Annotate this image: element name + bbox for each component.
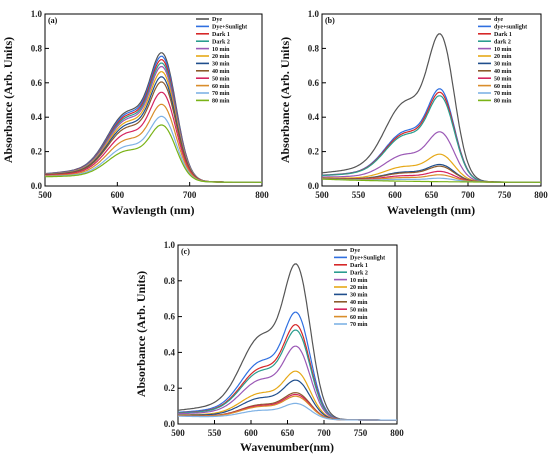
- y-tick-label: 0.0: [164, 419, 176, 429]
- x-tick-label: 500: [171, 428, 185, 438]
- x-tick-label: 700: [317, 428, 331, 438]
- series-line: [178, 329, 397, 421]
- series-line: [322, 178, 541, 183]
- series-line: [45, 124, 262, 183]
- y-tick-label: 0.8: [164, 276, 176, 286]
- y-tick-label: 1.0: [31, 9, 43, 19]
- y-axis-label: Absorbance (Arb. Units): [134, 271, 148, 397]
- legend-entry: 30 min: [212, 62, 230, 68]
- plot-frame: [44, 13, 263, 187]
- y-tick-label: 0.8: [31, 43, 43, 53]
- legend-entry: Dark 1: [494, 32, 512, 38]
- y-tick-label: 0.0: [31, 181, 43, 191]
- legend-entry: 20 min: [212, 54, 230, 60]
- y-tick-label: 0.6: [164, 312, 176, 322]
- x-axis-label: Wavlength (nm): [111, 203, 194, 217]
- legend-entry: 70 min: [494, 91, 512, 97]
- x-tick-label: 800: [390, 428, 404, 438]
- y-tick-label: 0.4: [164, 347, 176, 357]
- legend-entry: 70 min: [350, 322, 368, 328]
- x-tick-label: 700: [461, 190, 475, 200]
- legend-entry: 10 min: [494, 47, 512, 53]
- legend-entry: 50 min: [212, 76, 230, 82]
- legend-entry: Dye: [212, 17, 222, 23]
- x-axis-label: Wavelength (nm): [387, 203, 475, 217]
- legend-entry: 60 min: [494, 84, 512, 90]
- y-tick-label: 0.2: [31, 147, 43, 157]
- x-tick-label: 650: [281, 428, 295, 438]
- y-tick-label: 0.6: [308, 78, 320, 88]
- legend-entry: Dye: [350, 248, 360, 254]
- y-tick-label: 0.2: [308, 147, 320, 157]
- series-line: [178, 402, 397, 421]
- y-tick-label: 0.0: [308, 181, 320, 191]
- legend-entry: Dye+Sunlight: [350, 256, 385, 262]
- y-tick-label: 0.4: [31, 112, 43, 122]
- legend-entry: 10 min: [350, 278, 368, 284]
- x-tick-label: 750: [354, 428, 368, 438]
- y-tick-label: 0.4: [308, 112, 320, 122]
- legend-entry: dark 2: [494, 39, 511, 45]
- legend-entry: 60 min: [350, 315, 368, 321]
- x-tick-label: 800: [534, 190, 548, 200]
- x-tick-label: 750: [498, 190, 512, 200]
- panel-label: (c): [181, 247, 190, 256]
- chart-panel-3: 500 550 600 650 700 750 800 0.0 0.2 0.4 0.6 0.8 1.0 W…: [134, 240, 404, 454]
- legend-entry: 70 min: [212, 91, 230, 97]
- legend-entry: 50 min: [350, 307, 368, 313]
- x-axis-label: Wavenumber(nm): [240, 440, 334, 454]
- y-tick-label: 1.0: [308, 9, 320, 19]
- legend-entry: 20 min: [350, 285, 368, 291]
- legend-entry: 40 min: [494, 69, 512, 75]
- x-tick-label: 650: [425, 190, 439, 200]
- legend-entry: Dark 1: [350, 263, 368, 269]
- x-tick-label: 600: [111, 190, 125, 200]
- x-tick-label: 500: [38, 190, 52, 200]
- y-axis-label: Absorbance (Arb. Units): [1, 37, 15, 163]
- legend-entry: dye: [494, 17, 503, 23]
- legend-entry: 30 min: [494, 62, 512, 68]
- legend-entry: 20 min: [494, 54, 512, 60]
- legend-entry: 60 min: [212, 84, 230, 90]
- y-tick-label: 0.6: [31, 78, 43, 88]
- legend-entry: Dark 1: [212, 32, 230, 38]
- y-axis-label: Absorbance (Arb. Units): [278, 37, 292, 163]
- x-tick-label: 550: [208, 428, 222, 438]
- x-tick-label: 500: [315, 190, 329, 200]
- legend-entry: Dark 2: [212, 39, 230, 45]
- series-line: [322, 95, 541, 183]
- legend-entry: 10 min: [212, 47, 230, 53]
- legend-entry: 40 min: [350, 300, 368, 306]
- legend-entry: Dark 2: [350, 270, 368, 276]
- x-tick-label: 550: [352, 190, 366, 200]
- x-tick-label: 600: [388, 190, 402, 200]
- series-line: [178, 379, 397, 421]
- legend-entry: Dye+Sunlight: [212, 25, 247, 31]
- legend-entry: 30 min: [350, 293, 368, 299]
- x-tick-label: 800: [255, 190, 269, 200]
- y-tick-label: 0.2: [164, 383, 176, 393]
- panel-label: (a): [48, 16, 58, 25]
- chart-panel-1: 500 600 700 800 0.0 0.2 0.4 0.6 0.8 1.0 Wavlength …: [1, 9, 269, 217]
- legend-entry: dye+sunlight: [494, 25, 527, 31]
- legend-entry: 40 min: [212, 69, 230, 75]
- panel-label: (b): [325, 16, 335, 25]
- legend-entry: 80 min: [212, 99, 230, 105]
- chart-panel-2: 500 550 600 650 700 750 800 0.0 0.2 0.4 0.6 0.8 1.0 W…: [278, 9, 548, 217]
- y-tick-label: 1.0: [164, 240, 176, 250]
- x-tick-label: 700: [183, 190, 197, 200]
- legend-entry: 80 min: [494, 99, 512, 105]
- x-tick-label: 600: [244, 428, 258, 438]
- y-tick-label: 0.8: [308, 43, 320, 53]
- legend-entry: 50 min: [494, 76, 512, 82]
